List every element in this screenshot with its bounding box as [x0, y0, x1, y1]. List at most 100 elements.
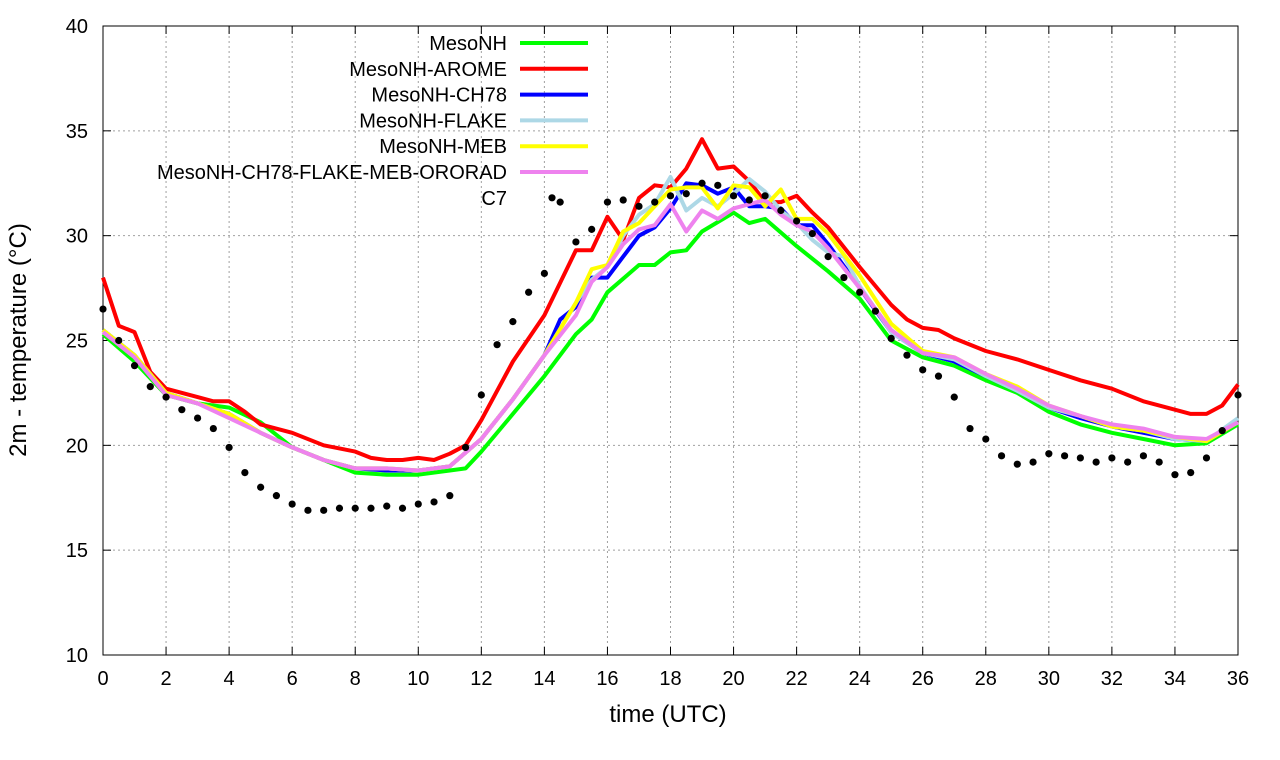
y-tick-label: 10	[66, 645, 88, 667]
data-point	[1029, 458, 1037, 466]
data-point	[997, 452, 1006, 460]
data-point	[840, 274, 848, 282]
x-tick-label: 34	[1164, 668, 1186, 690]
data-point	[1202, 454, 1211, 462]
series-mesonh-ch78-flake-meb-ororad-line	[101, 198, 1239, 473]
data-point	[1171, 471, 1179, 479]
series-mesonh-arome-line	[101, 137, 1240, 462]
data-point	[367, 504, 375, 512]
data-point	[288, 500, 296, 508]
y-tick-label: 35	[66, 121, 88, 143]
legend-label: MesoNH-FLAKE	[359, 110, 507, 132]
data-point	[241, 468, 249, 477]
legend-label: C7	[481, 188, 507, 210]
data-point	[619, 196, 627, 204]
data-point	[982, 435, 990, 443]
data-point	[887, 334, 895, 343]
data-point	[1234, 391, 1242, 399]
legend-label: MesoNH-CH78-FLAKE-MEB-ORORAD	[157, 162, 507, 184]
x-tick-label: 8	[350, 668, 361, 690]
y-tick-label: 20	[66, 435, 88, 457]
x-tick-label: 14	[533, 668, 555, 690]
data-point	[1139, 452, 1148, 460]
data-point	[320, 506, 328, 514]
data-point	[824, 253, 832, 261]
data-point	[1218, 427, 1226, 435]
data-point	[225, 443, 233, 452]
x-tick-label: 10	[407, 668, 429, 690]
data-point	[130, 362, 139, 370]
data-point	[793, 217, 801, 225]
data-point	[777, 206, 785, 215]
x-axis-label: time (UTC)	[609, 701, 726, 728]
data-point	[162, 393, 170, 401]
data-point	[635, 202, 643, 210]
data-point	[335, 504, 344, 512]
data-point	[745, 196, 753, 204]
data-point	[99, 305, 107, 313]
data-point	[651, 198, 659, 206]
data-point	[461, 443, 470, 452]
data-point	[1060, 452, 1069, 460]
data-point	[257, 483, 265, 491]
series-c7-points	[99, 179, 1242, 514]
data-point	[209, 424, 217, 433]
data-point	[351, 504, 359, 512]
x-tick-label: 4	[224, 668, 235, 690]
legend-label: MesoNH-MEB	[379, 136, 507, 158]
data-point	[966, 424, 974, 433]
data-point	[1155, 458, 1163, 466]
data-point	[903, 351, 911, 359]
y-tick-label: 15	[66, 540, 88, 562]
x-tick-label: 18	[659, 668, 681, 690]
data-point	[682, 190, 690, 198]
data-point	[146, 383, 154, 391]
x-tick-label: 24	[849, 668, 871, 690]
x-tick-label: 30	[1038, 668, 1060, 690]
data-point	[856, 288, 864, 296]
x-tick-label: 20	[722, 668, 744, 690]
data-point	[934, 372, 943, 380]
x-tick-label: 32	[1101, 668, 1123, 690]
data-point	[919, 366, 927, 374]
x-tick-label: 16	[596, 668, 618, 690]
legend-label: MesoNH-CH78	[371, 85, 507, 107]
data-point	[808, 229, 816, 238]
data-point	[1108, 454, 1116, 462]
data-point	[603, 198, 612, 206]
data-point	[509, 318, 517, 326]
legend-label: MesoNH-AROME	[349, 59, 507, 81]
legend: MesoNH MesoNH-AROME MesoNH-CH78 MesoNH-FLAK…	[157, 33, 588, 210]
data-point	[588, 225, 596, 233]
data-point	[1013, 460, 1021, 468]
x-tick-label: 28	[975, 668, 997, 690]
data-point	[430, 498, 438, 506]
data-point	[383, 502, 391, 510]
x-tick-label: 12	[470, 668, 492, 690]
data-point	[714, 181, 722, 189]
data-point	[477, 391, 485, 399]
y-tick-label: 30	[66, 226, 88, 248]
data-point	[414, 500, 422, 508]
x-tick-label: 6	[287, 668, 298, 690]
data-point	[698, 179, 706, 187]
y-axis-label: 2m - temperature (°C)	[5, 223, 32, 457]
data-point	[572, 238, 580, 246]
data-point	[446, 492, 454, 500]
data-point	[1076, 454, 1084, 462]
y-tick-label: 40	[66, 16, 88, 38]
x-tick-label: 2	[160, 668, 171, 690]
x-tick-label: 0	[97, 668, 108, 690]
data-point	[950, 393, 958, 401]
x-tick-label: 36	[1227, 668, 1249, 690]
data-point	[525, 288, 533, 296]
data-point	[115, 336, 123, 345]
x-tick-label: 26	[912, 668, 934, 690]
data-point	[666, 192, 675, 200]
data-point	[1045, 450, 1053, 458]
data-series	[99, 137, 1242, 514]
data-point	[1092, 458, 1100, 466]
data-point	[304, 506, 312, 514]
legend-swatch-c7	[548, 194, 556, 202]
data-point	[871, 307, 880, 315]
